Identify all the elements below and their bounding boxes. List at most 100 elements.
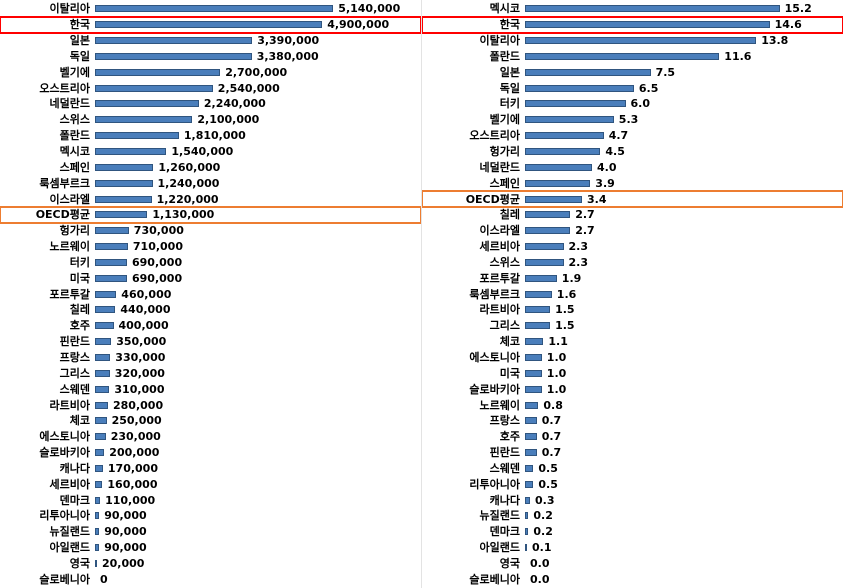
value-label: 0.2 xyxy=(533,509,553,523)
value-label: 320,000 xyxy=(114,366,165,380)
bar xyxy=(95,211,148,219)
bar xyxy=(525,449,537,457)
chart-left-amount: 이탈리아 5,140,000 한국 4,900,000 일본 3,390,000 독일 3,3… xyxy=(0,0,421,588)
chart-row: 헝가리 4.5 xyxy=(422,144,843,160)
chart-row: 뉴질랜드 0.2 xyxy=(422,508,843,524)
category-label: 그리스 xyxy=(489,319,520,333)
category-label: 벨기에 xyxy=(59,65,90,79)
value-label: 90,000 xyxy=(104,509,147,523)
value-label: 0.3 xyxy=(535,493,555,507)
value-label: 11.6 xyxy=(724,49,752,63)
category-label: 칠레 xyxy=(69,303,90,317)
bar xyxy=(95,84,213,92)
category-label: 멕시코 xyxy=(489,2,520,16)
bar xyxy=(95,195,152,203)
category-label: 칠레 xyxy=(499,208,520,222)
bar xyxy=(95,417,107,425)
category-label: 스페인 xyxy=(489,176,520,190)
category-label: 호주 xyxy=(69,319,90,333)
category-label: 아일랜드 xyxy=(479,541,520,555)
value-label: 1,810,000 xyxy=(183,129,246,143)
bar xyxy=(525,163,592,171)
chart-row: 포르투갈 460,000 xyxy=(0,286,421,302)
category-label: 스위스 xyxy=(59,113,90,127)
bar xyxy=(95,512,100,520)
chart-row-highlight-red: 한국 4,900,000 xyxy=(0,15,421,34)
chart-row: 스웨덴 310,000 xyxy=(0,381,421,397)
bar xyxy=(95,544,100,552)
category-label: 이스라엘 xyxy=(479,224,520,238)
category-label: 스웨덴 xyxy=(59,382,90,396)
value-label: 0.7 xyxy=(541,446,562,460)
value-label: 1,220,000 xyxy=(156,192,219,206)
chart-row: 리투아니아 90,000 xyxy=(0,508,421,524)
chart-row: 스위스 2.3 xyxy=(422,255,843,271)
category-label: 그리스 xyxy=(59,366,90,380)
value-label: 0.8 xyxy=(543,398,563,412)
value-label: 3,390,000 xyxy=(257,34,320,48)
category-label: 일본 xyxy=(69,34,90,48)
category-label: 폴란드 xyxy=(59,129,90,143)
bar xyxy=(95,243,128,251)
chart-right-rate: 멕시코 15.2 한국 14.6 이탈리아 13.8 폴란드 11.6 일본 7.5 독일 6.5 터키… xyxy=(422,0,843,588)
bar xyxy=(525,528,529,536)
bar xyxy=(525,322,551,330)
chart-row: 세르비아 160,000 xyxy=(0,476,421,492)
chart-row: 에스토니아 230,000 xyxy=(0,429,421,445)
category-label: 헝가리 xyxy=(489,145,520,159)
value-label: 1,240,000 xyxy=(157,176,220,190)
category-label: 세르비아 xyxy=(479,240,520,254)
chart-row: 노르웨이 0.8 xyxy=(422,397,843,413)
chart-row-highlight-red: 한국 14.6 xyxy=(422,15,843,34)
value-label: 0.7 xyxy=(541,414,562,428)
chart-row: 노르웨이 710,000 xyxy=(0,239,421,255)
chart-row: 스페인 1,260,000 xyxy=(0,159,421,175)
bar xyxy=(525,211,571,219)
value-label: 90,000 xyxy=(104,525,147,539)
category-label: 독일 xyxy=(69,49,90,63)
value-label: 110,000 xyxy=(105,493,156,507)
bar xyxy=(95,5,334,13)
chart-row: 체코 250,000 xyxy=(0,413,421,429)
category-label: 미국 xyxy=(499,366,520,380)
bar xyxy=(95,322,114,330)
bar xyxy=(525,496,530,504)
category-label: 오스트리아 xyxy=(39,81,90,95)
value-label: 2.3 xyxy=(568,255,589,269)
value-label: 730,000 xyxy=(133,224,184,238)
chart-row: 라트비아 1.5 xyxy=(422,302,843,318)
chart-row: 일본 3,390,000 xyxy=(0,33,421,49)
value-label: 4,900,000 xyxy=(327,18,390,32)
bar xyxy=(95,559,97,567)
chart-row: 호주 400,000 xyxy=(0,318,421,334)
value-label: 460,000 xyxy=(121,287,172,301)
category-label: 체코 xyxy=(499,335,520,349)
bar xyxy=(95,480,103,488)
chart-row: 독일 3,380,000 xyxy=(0,49,421,65)
bar xyxy=(95,369,110,377)
value-label: 0.7 xyxy=(541,430,562,444)
bar xyxy=(525,21,770,29)
value-label: 710,000 xyxy=(132,240,183,254)
bar xyxy=(525,544,527,552)
value-label: 2,540,000 xyxy=(217,81,280,95)
category-label: 이탈리아 xyxy=(49,2,90,16)
bar xyxy=(525,227,571,235)
chart-row: 덴마크 110,000 xyxy=(0,492,421,508)
category-label: 룩셈부르크 xyxy=(39,176,90,190)
category-label: 아일랜드 xyxy=(49,541,90,555)
chart-row: 멕시코 1,540,000 xyxy=(0,144,421,160)
value-label: 440,000 xyxy=(120,303,171,317)
chart-row: 캐나다 170,000 xyxy=(0,460,421,476)
chart-row: 미국 690,000 xyxy=(0,270,421,286)
value-label: 1.6 xyxy=(556,287,577,301)
chart-row: 독일 6.5 xyxy=(422,80,843,96)
bar xyxy=(95,227,129,235)
category-label: 룩셈부르크 xyxy=(469,287,520,301)
category-label: 핀란드 xyxy=(59,335,90,349)
bar xyxy=(525,401,539,409)
bar xyxy=(525,338,544,346)
category-label: 덴마크 xyxy=(489,525,520,539)
category-label: 네덜란드 xyxy=(49,97,90,111)
category-label: 캐나다 xyxy=(489,493,520,507)
